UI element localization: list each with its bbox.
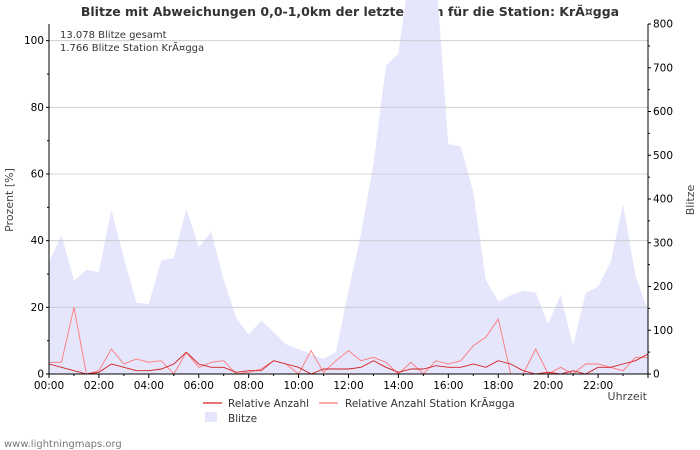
y-right-tick-label: 600: [653, 106, 673, 118]
y-left-tick-label: 40: [31, 235, 44, 247]
series-area-blitze: [49, 0, 648, 374]
y-right-tick-label: 200: [653, 281, 673, 293]
gridlines: [49, 40, 648, 308]
info-station-strikes: 1.766 Blitze Station KrÃ¤gga: [60, 41, 204, 54]
legend-swatch-blitze: [205, 412, 217, 422]
blitze-area-layer: [49, 0, 648, 374]
x-axis-label: Uhrzeit: [608, 390, 648, 403]
y-left-tick-label: 20: [31, 302, 44, 314]
x-tick-label: 10:00: [283, 380, 313, 392]
y-left-tick-label: 60: [31, 169, 44, 181]
y-axis-left-label: Prozent [%]: [3, 168, 16, 232]
chart-title: Blitze mit Abweichungen 0,0-1,0km der le…: [81, 4, 619, 19]
y-left-tick-label: 80: [31, 102, 44, 114]
series-line-relative-anzahl: [48, 351, 649, 375]
x-tick-label: 16:00: [433, 380, 463, 392]
y-right-tick-label: 300: [653, 237, 673, 249]
legend: Relative Anzahl Relative Anzahl Station …: [203, 397, 515, 425]
x-tick-label: 06:00: [184, 380, 214, 392]
legend-label-relative-anzahl-station: Relative Anzahl Station KrÃ¤gga: [345, 397, 515, 410]
x-tick-label: 22:00: [583, 380, 613, 392]
y-right-tick-label: 800: [653, 19, 673, 31]
y-axis-right-label: Blitze: [684, 185, 697, 216]
y-left-tick-label: 0: [37, 369, 44, 381]
legend-label-relative-anzahl: Relative Anzahl: [228, 398, 309, 410]
axes: 0 20 40 60 80 100 0 100 200 300 400 500 600 700 800 00:…: [24, 19, 673, 393]
x-tick-label: 20:00: [533, 380, 563, 392]
x-tick-label: 08:00: [234, 380, 264, 392]
x-tick-label: 00:00: [34, 380, 64, 392]
y-right-tick-label: 700: [653, 62, 673, 74]
y-right-tick-label: 0: [653, 369, 660, 381]
footer-source: www.lightningmaps.org: [4, 439, 122, 450]
x-tick-label: 02:00: [84, 380, 114, 392]
x-tick-label: 18:00: [483, 380, 513, 392]
x-tick-label: 14:00: [383, 380, 413, 392]
y-right-tick-label: 500: [653, 150, 673, 162]
y-left-tick-label: 100: [24, 35, 44, 47]
x-tick-label: 12:00: [333, 380, 363, 392]
x-tick-label: 04:00: [134, 380, 164, 392]
legend-label-blitze: Blitze: [228, 413, 257, 425]
y-right-tick-label: 100: [653, 325, 673, 337]
info-total-strikes: 13.078 Blitze gesamt: [60, 30, 167, 41]
y-right-tick-label: 400: [653, 194, 673, 206]
